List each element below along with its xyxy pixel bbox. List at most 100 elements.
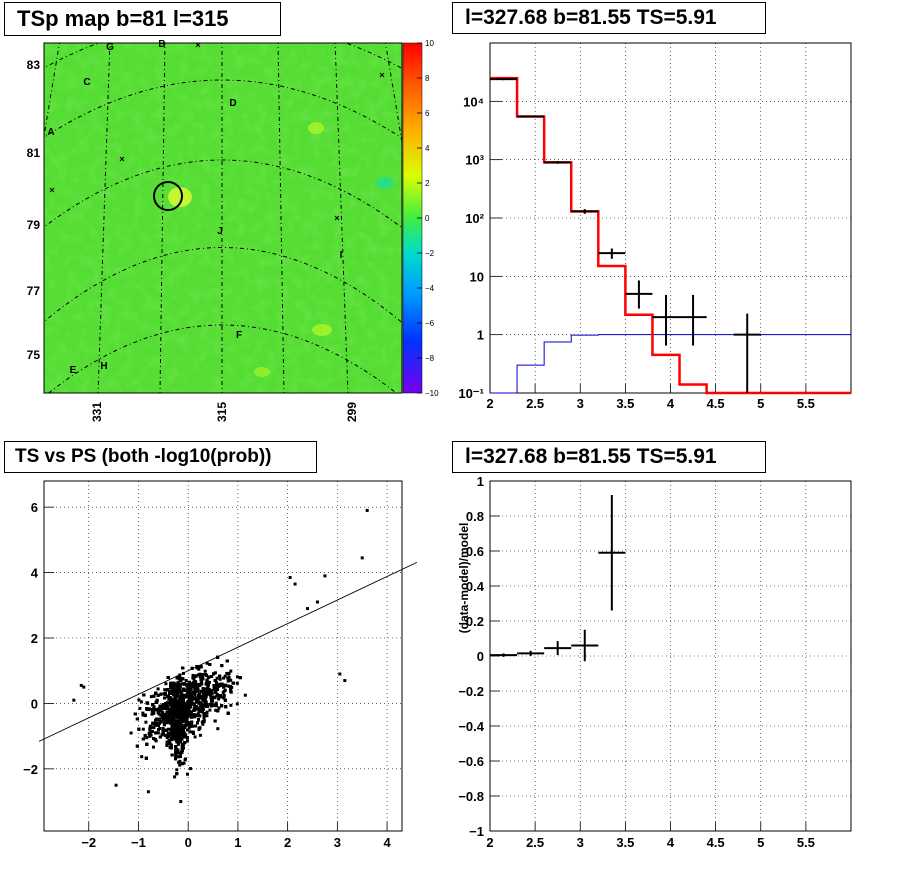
scatter-point xyxy=(183,695,187,699)
residual-ytick-label: 0.2 xyxy=(466,614,484,629)
scatter-point xyxy=(182,671,185,675)
scatter-point xyxy=(199,694,203,698)
scatter-point xyxy=(145,736,149,740)
residual-ytick-label: 0.4 xyxy=(466,579,485,594)
scatter-point xyxy=(176,714,180,717)
scatter-point xyxy=(222,696,226,700)
scatter-point xyxy=(151,703,155,707)
scatter-point xyxy=(193,687,197,691)
scatter-point xyxy=(185,715,189,719)
scatter-point xyxy=(177,760,181,764)
scatter-point xyxy=(152,711,156,715)
scatter-point xyxy=(133,712,137,716)
scatter-point xyxy=(243,693,247,697)
scatter-point xyxy=(165,743,169,747)
residual-ytick-label: 0.8 xyxy=(466,509,484,524)
scatter-point xyxy=(169,703,173,707)
scatter-point xyxy=(201,707,205,711)
residual-ytick-label: 0 xyxy=(477,649,484,664)
scatter-point xyxy=(229,678,233,682)
scatter-point xyxy=(217,697,221,701)
scatter-point xyxy=(150,730,154,733)
scatter-point xyxy=(155,698,159,702)
scatter-point xyxy=(176,725,180,729)
map-xtick-label: 331 xyxy=(90,402,104,422)
scatter-point xyxy=(169,746,173,750)
scatter-point xyxy=(181,727,185,731)
scatter-point xyxy=(180,695,183,699)
scatter-point xyxy=(135,717,139,721)
selected-source-circle xyxy=(153,181,183,211)
scatter-point xyxy=(182,701,186,705)
scatter-point xyxy=(199,675,203,679)
scatter-point xyxy=(158,735,162,739)
scatter-point xyxy=(169,699,173,703)
scatter-point xyxy=(197,673,201,677)
scatter-point xyxy=(179,700,183,704)
scatter-xtick-label: −2 xyxy=(81,835,96,850)
scatter-point xyxy=(210,703,214,707)
scatter-point xyxy=(137,727,141,731)
source-label-G: G xyxy=(106,42,114,53)
scatter-point xyxy=(156,693,160,697)
scatter-point xyxy=(173,720,177,724)
scatter-point xyxy=(175,772,179,776)
scatter-marks xyxy=(38,508,418,804)
scatter-point xyxy=(235,702,239,706)
scatter-point xyxy=(205,710,209,714)
spectrum-marks xyxy=(490,76,851,395)
scatter-point xyxy=(156,731,160,735)
scatter-point xyxy=(179,800,183,804)
scatter-point xyxy=(187,722,191,726)
scatter-point xyxy=(187,726,191,730)
scatter-point xyxy=(214,689,217,693)
scatter-point xyxy=(173,775,177,779)
scatter-point xyxy=(193,735,197,739)
scatter-point xyxy=(213,703,217,707)
scatter-point xyxy=(171,688,175,692)
scatter-point xyxy=(114,783,118,787)
scatter-point xyxy=(200,673,204,677)
colorbar-tick-label: 6 xyxy=(425,109,430,118)
scatter-point xyxy=(193,680,197,684)
scatter-ytick-label: 0 xyxy=(31,696,38,711)
scatter-point xyxy=(149,695,153,699)
scatter-point xyxy=(72,698,76,702)
scatter-xtick-label: 2 xyxy=(284,835,291,850)
scatter-point xyxy=(222,689,226,693)
scatter-point xyxy=(177,716,181,720)
scatter-point xyxy=(191,673,195,677)
scatter-point xyxy=(184,719,188,723)
scatter-point xyxy=(185,684,189,688)
scatter-point xyxy=(82,685,86,689)
scatter-point xyxy=(174,735,178,738)
scatter-xtick-label: 1 xyxy=(234,835,241,850)
scatter-point xyxy=(170,706,174,710)
scatter-point xyxy=(365,508,369,512)
scatter-point xyxy=(156,707,160,711)
scatter-point xyxy=(178,737,182,740)
scatter-point xyxy=(175,723,179,727)
scatter-point xyxy=(164,682,168,686)
scatter-point xyxy=(190,666,194,670)
scatter-point xyxy=(145,742,149,746)
scatter-point xyxy=(168,709,172,713)
scatter-point xyxy=(157,717,161,721)
map-ytick-label: 77 xyxy=(27,284,41,298)
scatter-point xyxy=(141,711,145,715)
scatter-point xyxy=(152,737,156,740)
scatter-point xyxy=(202,720,206,724)
scatter-title: TS vs PS (both -log10(prob)) xyxy=(4,441,317,473)
scatter-point xyxy=(172,709,176,713)
residual-ytick-label: 1 xyxy=(477,474,484,489)
scatter-point xyxy=(219,695,223,699)
scatter-point xyxy=(152,694,156,698)
scatter-point xyxy=(217,706,221,710)
scatter-point xyxy=(140,755,144,759)
scatter-point xyxy=(150,712,154,716)
scatter-point xyxy=(176,742,180,746)
scatter-point xyxy=(148,707,151,711)
residual-xtick-label: 3.5 xyxy=(616,835,634,850)
scatter-point xyxy=(175,731,179,735)
spectrum-xtick-label: 5 xyxy=(757,396,764,411)
